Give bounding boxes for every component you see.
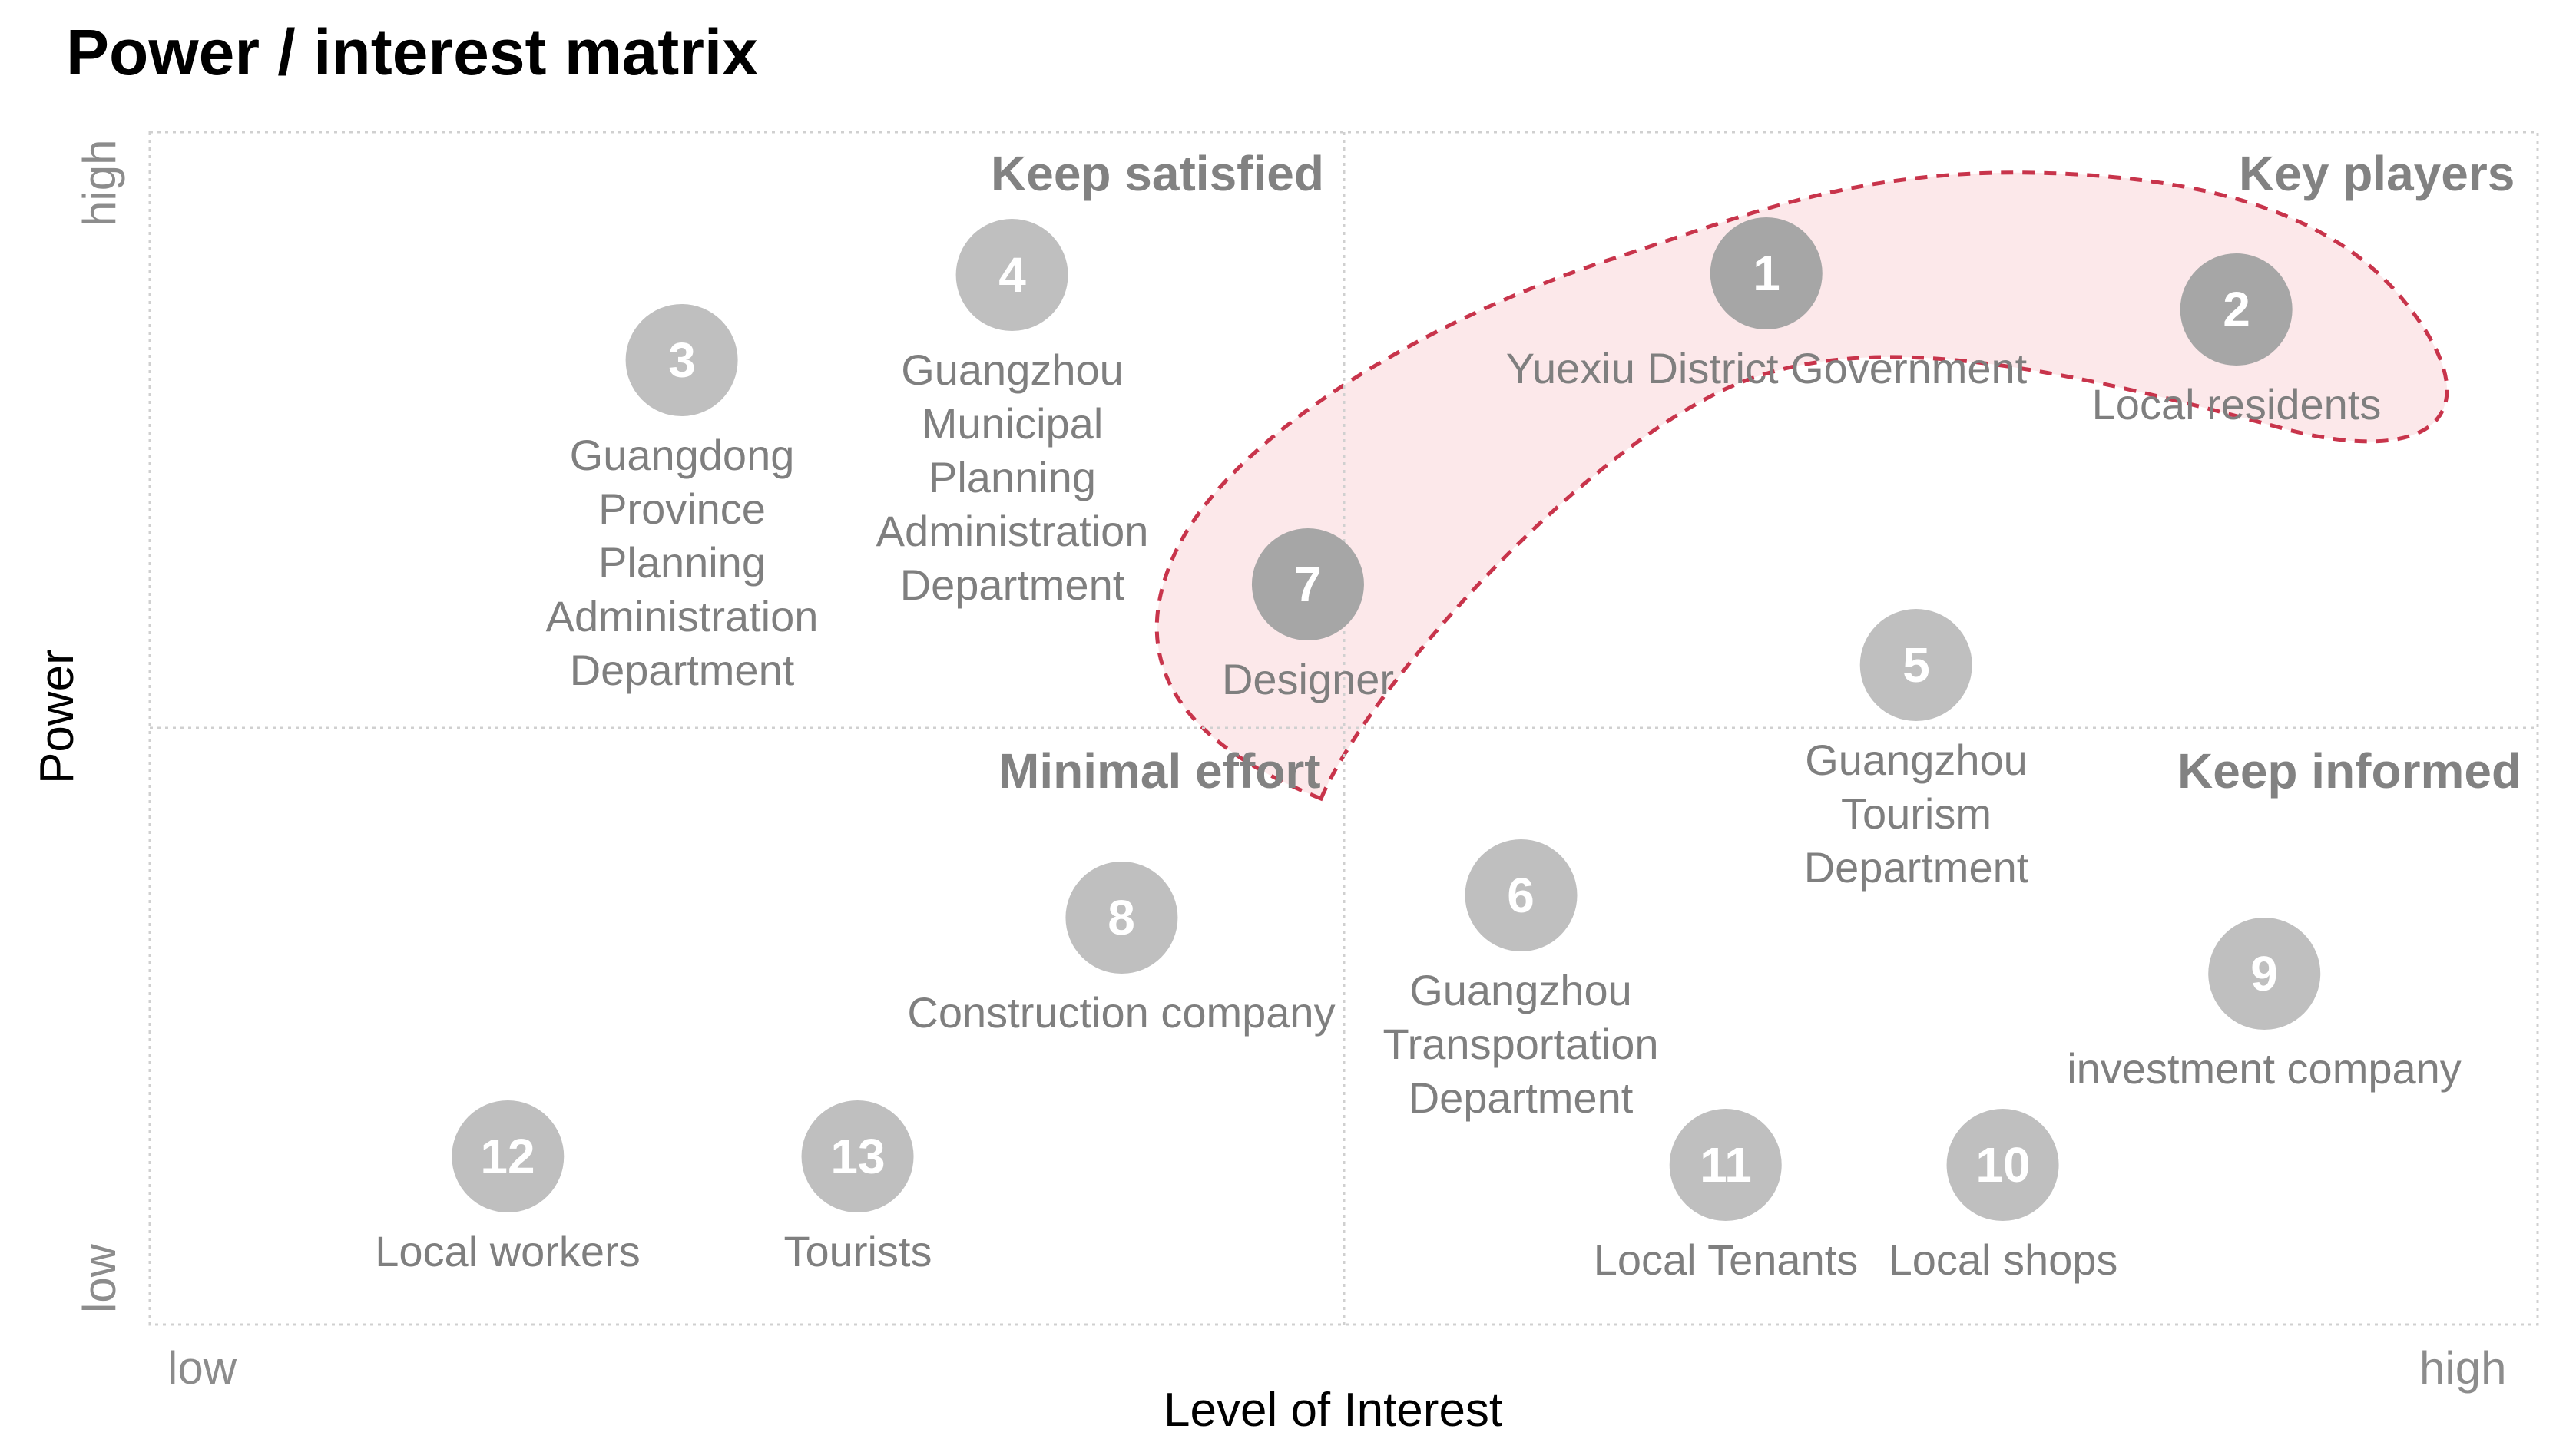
stakeholder-badge: 5 (1859, 609, 1972, 721)
stakeholder-badge: 1 (1710, 217, 1823, 329)
stakeholder-label: Construction company (907, 988, 1336, 1037)
y-axis-high-label: high (74, 139, 125, 227)
stakeholder-9: 9 investment company (2067, 918, 2462, 1096)
stakeholder-badge: 11 (1670, 1109, 1782, 1221)
stakeholder-12: 12 Local workers (375, 1100, 641, 1279)
stakeholder-badge: 12 (452, 1100, 564, 1212)
x-axis-title: Level of Interest (1164, 1384, 1503, 1437)
stakeholder-label: Local residents (2091, 380, 2382, 428)
stakeholder-badge: 8 (1065, 862, 1177, 974)
stakeholder-label: Local workers (375, 1227, 641, 1275)
stakeholder-label: Guangzhou Tourism Department (1803, 736, 2029, 892)
stakeholder-10: 10 Local shops (1888, 1109, 2118, 1287)
stakeholder-badge: 6 (1465, 839, 1577, 951)
stakeholder-badge: 2 (2180, 253, 2293, 366)
quadrant-minimal-effort: Minimal effort (998, 743, 1321, 799)
stakeholder-badge: 3 (626, 304, 738, 416)
stakeholder-8: 8 Construction company (907, 862, 1336, 1040)
stakeholder-label: Guangzhou Municipal Planning Administrat… (876, 346, 1149, 609)
stakeholder-11: 11 Local Tenants (1593, 1109, 1859, 1287)
page-title: Power / interest matrix (66, 16, 758, 88)
stakeholder-badge: 13 (802, 1100, 914, 1212)
stakeholder-label: Local shops (1888, 1236, 2118, 1284)
x-axis-low-label: low (167, 1342, 237, 1394)
stakeholder-5: 5 Guangzhou Tourism Department (1803, 609, 2029, 895)
key-players-highlight (1154, 170, 2449, 802)
stakeholder-1: 1 Yuexiu District Government (1506, 217, 2027, 395)
stakeholder-label: investment company (2067, 1044, 2462, 1093)
stakeholder-label: Designer (1221, 655, 1395, 703)
quadrant-key-players: Key players (2239, 146, 2515, 201)
y-axis-low-label: low (74, 1243, 125, 1314)
x-axis-high-label: high (2419, 1342, 2507, 1394)
stakeholder-label: Tourists (783, 1227, 932, 1275)
y-axis-title: Power (31, 649, 84, 784)
stakeholder-13: 13 Tourists (784, 1100, 932, 1279)
stakeholder-label: Guangdong Province Planning Administrati… (545, 431, 819, 694)
stakeholder-label: Yuexiu District Government (1505, 344, 2028, 392)
stakeholder-badge: 4 (956, 219, 1068, 331)
stakeholder-badge: 9 (2207, 918, 2320, 1030)
stakeholder-label: Guangzhou Transportation Department (1382, 966, 1659, 1122)
quadrant-keep-satisfied: Keep satisfied (991, 146, 1324, 201)
stakeholder-2: 2 Local residents (2091, 253, 2382, 432)
stakeholder-4: 4 Guangzhou Municipal Planning Administr… (876, 219, 1149, 612)
stakeholder-badge: 7 (1251, 528, 1364, 640)
stakeholder-6: 6 Guangzhou Transportation Department (1383, 839, 1659, 1125)
stakeholder-7: 7 Designer (1222, 528, 1394, 706)
stakeholder-badge: 10 (1947, 1109, 2059, 1221)
quadrant-keep-informed: Keep informed (2177, 743, 2522, 799)
stakeholder-3: 3 Guangdong Province Planning Administra… (545, 304, 819, 697)
stakeholder-label: Local Tenants (1593, 1236, 1859, 1284)
